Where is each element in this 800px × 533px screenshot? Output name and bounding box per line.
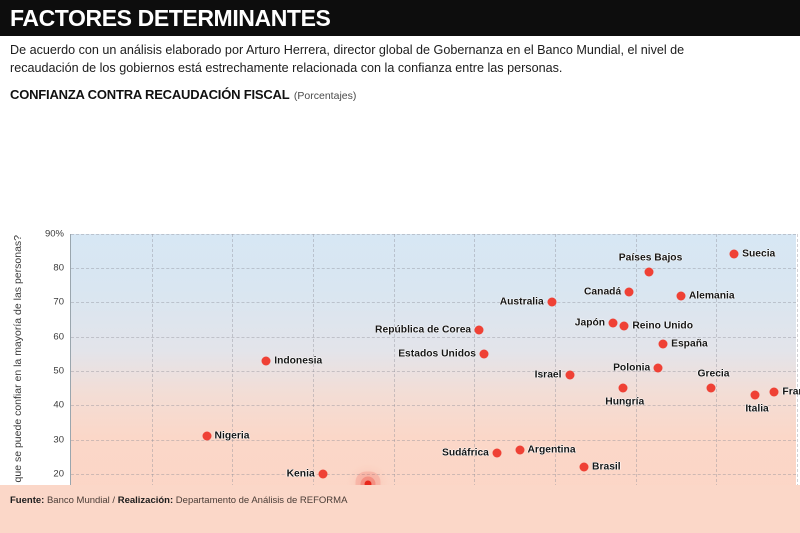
data-point[interactable] [474,325,484,335]
source-line: Fuente: Banco Mundial / Realización: Dep… [10,495,790,506]
data-point-label: Italia [745,403,769,415]
data-point-label: Israel [534,369,562,381]
header-title-bar: FACTORES DETERMINANTES [0,0,800,36]
data-point[interactable] [261,356,271,366]
data-point-label: Hungría [605,396,645,408]
deck-line-2: recaudación de los gobiernos está estrec… [10,60,563,75]
data-point-label: Polonia [613,362,651,374]
data-point[interactable] [579,462,589,472]
data-point-label: Reino Unido [632,320,693,332]
data-point[interactable] [769,387,779,397]
data-point[interactable] [658,339,668,349]
chart-subheading: CONFIANZA CONTRA RECAUDACIÓN FISCAL (Por… [0,80,800,106]
chart-footer: Fuente: Banco Mundial / Realización: Dep… [0,485,800,533]
gridline-horizontal [71,268,796,270]
data-point[interactable] [644,267,654,277]
y-tick-label: 60 [53,331,64,343]
data-point[interactable] [608,318,618,328]
y-tick-label: 70 [53,296,64,308]
data-point-label: Estados Unidos [398,348,476,360]
data-point[interactable] [618,383,628,393]
data-point[interactable] [318,469,328,479]
data-point[interactable] [619,321,629,331]
data-point-label: Francia [782,386,800,398]
data-point[interactable] [624,287,634,297]
data-point-label: Brasil [592,461,621,473]
data-point[interactable] [515,445,524,455]
gridline-horizontal [71,439,796,441]
data-point[interactable] [676,291,686,301]
y-tick-label: 20 [53,468,64,480]
data-point-label: Alemania [688,290,735,302]
data-point[interactable] [565,370,575,380]
y-tick-label: 50 [53,365,64,377]
data-point-label: Sudáfrica [441,447,489,459]
y-tick-label: 30 [53,434,64,446]
data-point-label: Argentina [527,444,576,456]
data-point[interactable] [479,349,489,359]
data-point-label: Nigeria [214,430,250,442]
article-deck: De acuerdo con un análisis elaborado por… [0,36,800,80]
gridline-horizontal [71,405,796,407]
source-label: Fuente: [10,495,45,506]
chart-title-unit: (Porcentajes) [293,89,357,102]
credit-value: Departamento de Análisis de REFORMA [175,495,348,506]
page-title: FACTORES DETERMINANTES [10,4,331,31]
y-tick-label: 80 [53,262,64,274]
scatter-chart: ¿Quién dice que se puede confiar en la m… [0,106,800,533]
data-point[interactable] [202,431,212,441]
data-point[interactable] [653,363,663,373]
data-point-label: Indonesia [274,355,323,367]
data-point-label: España [671,338,708,350]
source-value: Banco Mundial / [46,495,116,506]
credit-label: Realización: [117,495,174,506]
y-tick-label: 90% [44,228,64,240]
data-point-label: Japón [574,317,606,329]
data-point-label: Kenia [286,468,315,480]
data-point[interactable] [729,249,739,259]
data-point-label: Suecia [742,248,776,260]
data-point[interactable] [492,448,502,458]
data-point-label: Australia [499,296,544,308]
data-point[interactable] [706,383,716,393]
data-point[interactable] [547,297,557,307]
gridline-horizontal [71,302,796,304]
data-point-label: República de Corea [375,324,472,336]
gridline-horizontal [71,371,796,373]
data-point[interactable] [364,480,372,488]
data-point[interactable] [750,390,760,400]
deck-line-1: De acuerdo con un análisis elaborado por… [10,43,685,57]
data-point-label: Canadá [584,286,622,298]
y-tick-label: 40 [53,399,64,411]
data-point-label: Grecia [697,368,730,380]
gridline-horizontal [71,474,796,476]
chart-title: CONFIANZA CONTRA RECAUDACIÓN FISCAL [10,86,290,102]
gridline-horizontal [71,233,796,235]
data-point-label: Países Bajos [618,252,683,264]
